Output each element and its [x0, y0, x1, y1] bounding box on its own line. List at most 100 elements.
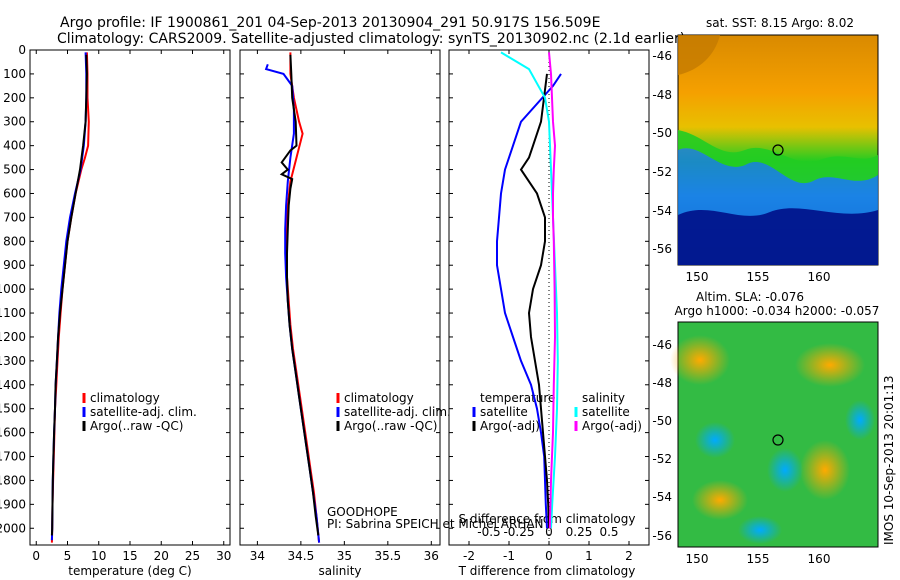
legend-argo-label: Argo(..raw -QC) — [344, 419, 437, 433]
legend-s-satellite-label: satellite — [582, 405, 630, 419]
legend-satellite-label: satellite-adj. clim. — [344, 405, 451, 419]
sst-map: sat. SST: 8.15 Argo: 8.02 150 155 160 -4… — [652, 16, 879, 284]
sla-xtick: 160 — [808, 552, 831, 566]
salinity-legend: climatology satellite-adj. clim. Argo(..… — [336, 391, 451, 433]
difference-x-tick-label: 0 — [545, 549, 553, 563]
difference-x-tick-label: -1 — [503, 549, 515, 563]
salinity-series-line — [279, 54, 320, 536]
figure-title-line1: Argo profile: IF 1900861_201 04-Sep-2013… — [60, 15, 600, 31]
project-label: GOODHOPE — [327, 505, 398, 519]
sst-ytick: -52 — [652, 165, 672, 179]
difference-top-tick-label: -0.25 — [503, 525, 534, 539]
sla-map-title-line2: Argo h1000: -0.034 h2000: -0.057 — [675, 304, 880, 318]
difference-top-x-ticks: -0.5 -0.25 0 0.25 0.5 — [477, 525, 618, 539]
temperature-x-tick-label: 0 — [32, 549, 40, 563]
depth-tick-label: 1200 — [0, 330, 26, 344]
legend-s-argo-label: Argo(-adj) — [582, 419, 642, 433]
temperature-panel — [29, 49, 231, 546]
sla-map-title-line1: Altim. SLA: -0.076 — [696, 290, 804, 304]
difference-x-tick-label: 1 — [585, 549, 593, 563]
sla-xtick: 150 — [686, 552, 709, 566]
temperature-legend: climatology satellite-adj. clim. Argo(..… — [82, 391, 197, 433]
sst-ytick: -46 — [652, 49, 672, 63]
legend-salinity-title: salinity — [582, 391, 625, 405]
sla-y-ticks: -46 -48 -50 -52 -54 -56 — [652, 338, 672, 543]
temperature-series — [50, 52, 90, 543]
sla-low-blob — [695, 422, 735, 458]
depth-tick-label: 700 — [3, 210, 26, 224]
legend-t-satellite-label: satellite — [480, 405, 528, 419]
sst-ytick: -48 — [652, 88, 672, 102]
sla-high-blob — [795, 343, 865, 387]
difference-xlabel: T difference from climatology — [458, 564, 636, 578]
temperature-x-tick-label: 10 — [91, 549, 106, 563]
depth-tick-label: 200 — [3, 91, 26, 105]
difference-series-line — [519, 73, 550, 529]
sla-high-blob — [800, 440, 850, 500]
sla-high-blob — [692, 480, 748, 520]
depth-tick-label: 1300 — [0, 354, 26, 368]
sla-ytick: -54 — [652, 490, 672, 504]
sst-green-band — [678, 130, 878, 184]
depth-tick-label: 1100 — [0, 306, 26, 320]
temperature-plot-frame — [29, 49, 231, 546]
salinity-x-ticks: 34 34.5 35 35.5 36 — [250, 50, 439, 563]
difference-top-tick-label: -0.5 — [477, 525, 500, 539]
difference-x-ticks: -2 -1 0 1 2 — [463, 50, 633, 563]
depth-tick-label: 900 — [3, 258, 26, 272]
temperature-xlabel: temperature (deg C) — [68, 564, 191, 578]
depth-tick-label: 2000 — [0, 521, 26, 535]
salinity-x-tick-label: 34.5 — [288, 549, 315, 563]
salinity-x-tick-label: 35.5 — [374, 549, 401, 563]
sst-x-ticks: 150 155 160 — [686, 270, 831, 284]
difference-series-line — [548, 52, 557, 529]
depth-tick-label: 1800 — [0, 473, 26, 487]
sst-ytick: -54 — [652, 204, 672, 218]
sla-high-blob — [670, 335, 730, 385]
sst-ytick: -56 — [652, 242, 672, 256]
salinity-xlabel: salinity — [318, 564, 361, 578]
sst-xtick: 160 — [808, 270, 831, 284]
temperature-series-line — [50, 54, 88, 536]
temperature-x-tick-label: 15 — [122, 549, 137, 563]
salinity-plot-frame — [239, 49, 441, 546]
salinity-x-tick-label: 36 — [424, 549, 439, 563]
sst-xtick: 155 — [747, 270, 770, 284]
depth-tick-label: 1900 — [0, 497, 26, 511]
depth-tick-label: 1600 — [0, 426, 26, 440]
salinity-panel — [239, 49, 441, 546]
sla-x-ticks: 150 155 160 — [686, 552, 831, 566]
depth-tick-label: 1700 — [0, 450, 26, 464]
salinity-x-tick-label: 35 — [337, 549, 352, 563]
depth-tick-labels: 0 100 200 300 400 500 600 700 800 900 1000 1100 1200… — [0, 43, 649, 535]
sst-ytick: -50 — [652, 126, 672, 140]
temperature-x-tick-label: 30 — [216, 549, 231, 563]
difference-top-tick-label: 0.5 — [599, 525, 618, 539]
depth-tick-label: 0 — [18, 43, 26, 57]
sst-float-marker — [772, 144, 784, 156]
pi-label: PI: Sabrina SPEICH et Michel ARHAN — [327, 517, 544, 531]
temperature-x-tick-label: 20 — [154, 549, 169, 563]
legend-climatology-label: climatology — [90, 391, 160, 405]
sla-ytick: -48 — [652, 376, 672, 390]
sla-ytick: -56 — [652, 529, 672, 543]
depth-tick-label: 500 — [3, 163, 26, 177]
depth-tick-label: 1400 — [0, 378, 26, 392]
depth-tick-label: 600 — [3, 186, 26, 200]
temperature-x-ticks: 0 5 10 15 20 25 30 — [32, 50, 231, 563]
legend-temperature-title: temperature — [480, 391, 555, 405]
sla-map: Altim. SLA: -0.076 Argo h1000: -0.034 h2… — [652, 290, 879, 566]
sla-low-blob — [738, 516, 782, 544]
legend-satellite-label: satellite-adj. clim. — [90, 405, 197, 419]
sla-float-marker — [772, 434, 784, 446]
sla-xtick: 155 — [747, 552, 770, 566]
difference-top-tick-label: 0.25 — [566, 525, 593, 539]
sst-deep-cold — [678, 208, 878, 265]
sla-low-blob — [767, 448, 803, 492]
depth-tick-label: 1000 — [0, 282, 26, 296]
depth-tick-label: 400 — [3, 139, 26, 153]
difference-top-tick-label: 0 — [545, 525, 553, 539]
figure-title-line2: Climatology: CARS2009. Satellite-adjuste… — [57, 31, 685, 47]
difference-legend: temperature satellite Argo(-adj) salinit… — [472, 391, 642, 433]
